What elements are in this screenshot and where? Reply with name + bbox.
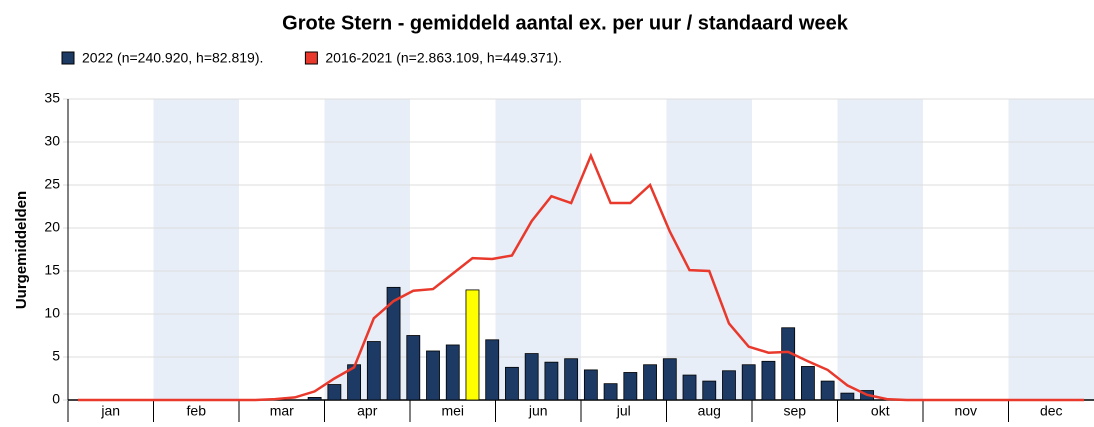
x-tick-label: nov — [954, 403, 977, 419]
bar — [644, 365, 657, 400]
y-tick-label: 10 — [44, 305, 60, 321]
x-tick-label: mei — [441, 403, 464, 419]
bar — [308, 397, 321, 400]
x-tick-label: sep — [783, 403, 806, 419]
legend-swatch — [62, 52, 74, 64]
bar — [486, 340, 499, 400]
bar — [841, 393, 854, 400]
x-tick-label: feb — [187, 403, 207, 419]
x-tick-label: jun — [528, 403, 548, 419]
y-tick-label: 5 — [52, 348, 60, 364]
bar — [545, 362, 558, 400]
legend-label: 2016-2021 (n=2.863.109, h=449.371). — [325, 50, 562, 66]
bar — [821, 381, 834, 400]
bar — [663, 359, 676, 400]
x-tick-label: okt — [871, 403, 890, 419]
bar — [466, 290, 479, 400]
bar — [367, 342, 380, 400]
bar — [505, 367, 518, 400]
legend-swatch — [305, 52, 317, 64]
bar — [624, 372, 637, 400]
x-tick-label: jan — [100, 403, 120, 419]
x-tick-label: jul — [616, 403, 631, 419]
y-tick-label: 25 — [44, 176, 60, 192]
chart-title: Grote Stern - gemiddeld aantal ex. per u… — [282, 12, 849, 34]
month-band — [1009, 99, 1094, 400]
bar — [565, 359, 578, 400]
bar — [407, 336, 420, 401]
x-tick-label: aug — [698, 403, 721, 419]
bar — [762, 361, 775, 400]
bar — [801, 366, 814, 400]
bar — [525, 354, 538, 400]
y-axis-label: Uurgemiddelden — [13, 191, 30, 309]
bar — [446, 345, 459, 400]
x-tick-label: apr — [357, 403, 378, 419]
bar — [604, 384, 617, 400]
legend-label: 2022 (n=240.920, h=82.819). — [82, 50, 263, 66]
bar — [742, 365, 755, 400]
y-tick-label: 30 — [44, 133, 60, 149]
y-tick-label: 20 — [44, 219, 60, 235]
bar — [722, 371, 735, 400]
month-band — [154, 99, 240, 400]
bar — [703, 381, 716, 400]
bar — [683, 375, 696, 400]
bar — [584, 370, 597, 400]
bar — [328, 385, 341, 400]
y-tick-label: 0 — [52, 391, 60, 407]
y-tick-label: 15 — [44, 262, 60, 278]
bar — [782, 328, 795, 400]
x-tick-label: mar — [270, 403, 294, 419]
x-tick-label: dec — [1040, 403, 1063, 419]
month-band — [838, 99, 924, 400]
bar — [427, 351, 440, 400]
y-tick-label: 35 — [44, 90, 60, 106]
